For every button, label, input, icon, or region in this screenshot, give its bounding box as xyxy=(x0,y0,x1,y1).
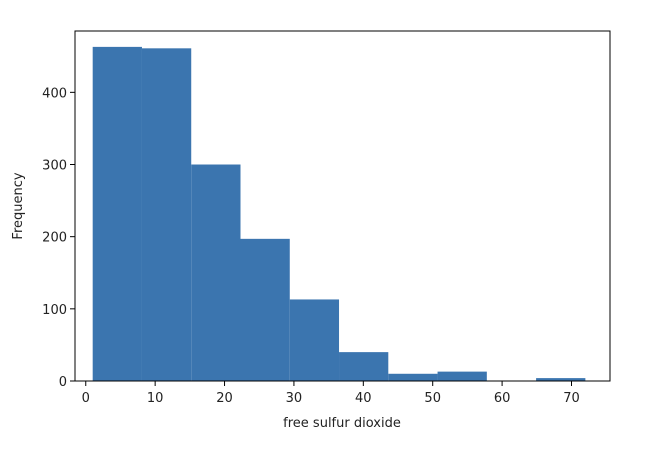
plot-frame xyxy=(74,30,611,382)
x-tick-label: 30 xyxy=(286,391,303,406)
x-tick-label: 0 xyxy=(82,391,90,406)
y-tick-label: 0 xyxy=(59,375,67,390)
x-axis-ticks: 0 10 20 30 40 50 60 70 xyxy=(82,381,580,406)
y-tick-label: 300 xyxy=(42,159,67,174)
x-tick-label: 50 xyxy=(424,391,441,406)
histogram-bar xyxy=(92,46,142,381)
x-tick-label: 40 xyxy=(355,391,372,406)
histogram-bar xyxy=(536,378,586,381)
x-tick-label: 70 xyxy=(563,391,580,406)
x-tick-label: 60 xyxy=(494,391,511,406)
x-axis-label: free sulfur dioxide xyxy=(283,416,401,431)
y-axis-label: Frequency xyxy=(11,172,26,239)
histogram-bar xyxy=(289,299,340,381)
histogram-bar xyxy=(240,238,290,381)
x-tick-label: 10 xyxy=(147,391,164,406)
y-tick-label: 400 xyxy=(42,86,67,101)
histogram-bar xyxy=(191,164,241,381)
y-tick-label: 100 xyxy=(42,303,67,318)
y-axis-ticks: 0 100 200 300 400 xyxy=(42,86,75,390)
histogram-bar xyxy=(339,352,389,381)
histogram-bar xyxy=(437,371,487,381)
y-tick-label: 200 xyxy=(42,231,67,246)
histogram-bar xyxy=(388,373,438,381)
histogram-bars xyxy=(92,46,586,381)
x-tick-label: 20 xyxy=(216,391,233,406)
histogram-bar xyxy=(141,48,192,381)
